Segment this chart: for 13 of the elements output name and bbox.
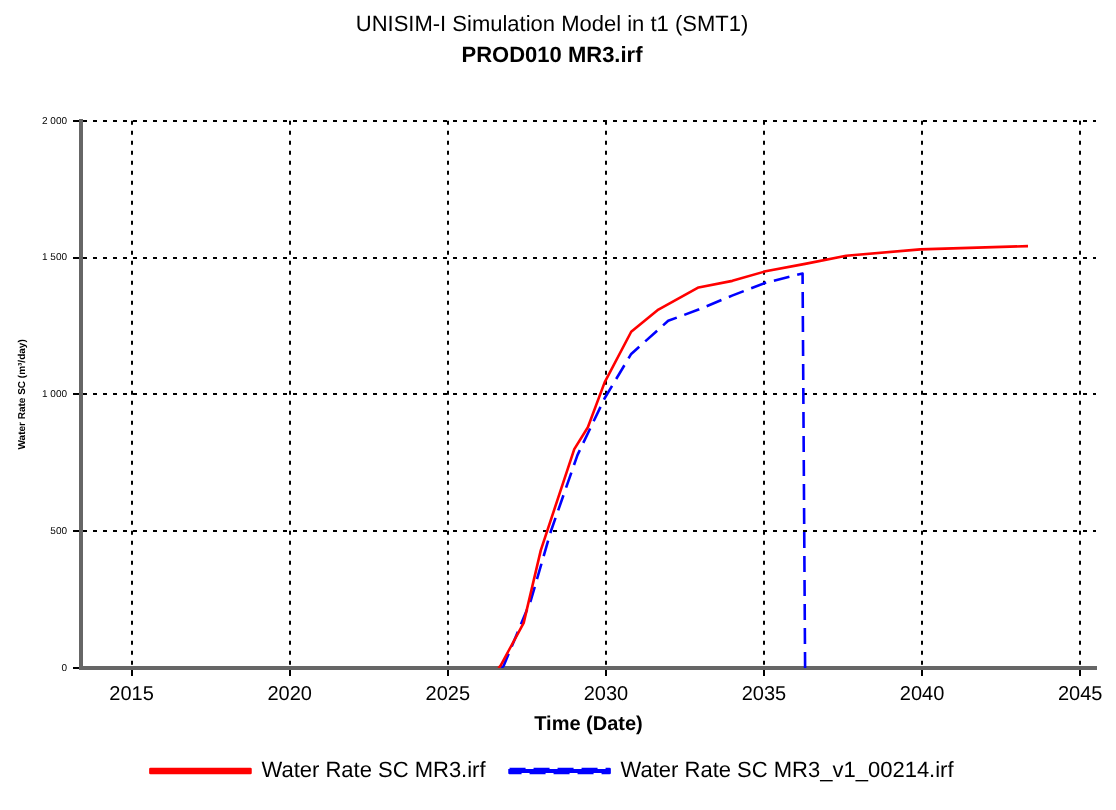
x-tick-label: 2045: [1057, 683, 1104, 706]
legend-label: Water Rate SC MR3_v1_00214.irf: [620, 759, 956, 784]
x-tick-label: 2035: [741, 683, 788, 706]
x-tick-label: 2040: [899, 683, 946, 706]
x-tick-label: 2015: [109, 683, 155, 706]
x-tick-label: 2030: [583, 683, 630, 706]
legend-label: Water Rate SC MR3.irf: [261, 759, 488, 784]
x-tick-label: 2020: [267, 683, 313, 706]
line-series: [500, 272, 807, 668]
chart-title: UNISIM-I Simulation Model in t1 (SMT1): [355, 13, 749, 38]
x-axis-title: Time (Date): [534, 713, 643, 736]
chart-subtitle: PROD010 MR3.irf: [461, 43, 644, 68]
x-tick-label: 2025: [425, 683, 471, 706]
